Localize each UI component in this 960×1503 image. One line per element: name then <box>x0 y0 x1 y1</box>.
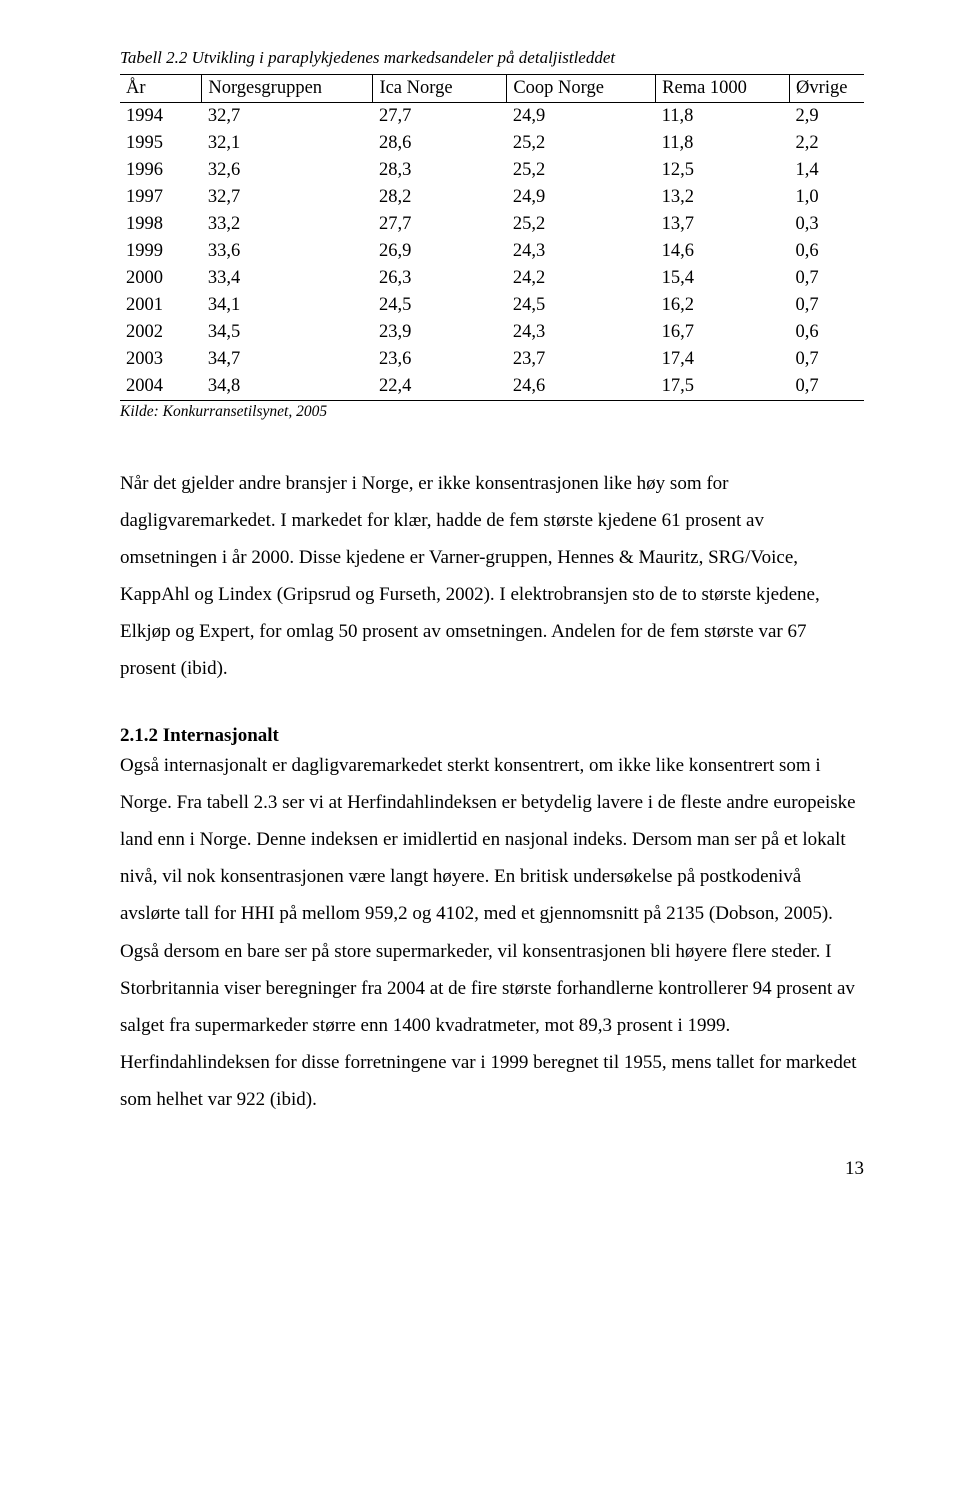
table-cell: 33,2 <box>202 211 373 238</box>
table-cell: 34,8 <box>202 373 373 401</box>
table-row: 200434,822,424,617,50,7 <box>120 373 864 401</box>
table-cell: 24,6 <box>507 373 656 401</box>
table-cell: 1,0 <box>790 184 864 211</box>
table-row: 199632,628,325,212,51,4 <box>120 157 864 184</box>
table-cell: 1998 <box>120 211 202 238</box>
table-cell: 0,3 <box>790 211 864 238</box>
table-cell: 23,7 <box>507 346 656 373</box>
table-cell: 11,8 <box>656 130 790 157</box>
page-number: 13 <box>120 1158 864 1180</box>
section-heading: 2.1.2 Internasjonalt <box>120 725 864 747</box>
table-cell: 1994 <box>120 103 202 131</box>
table-header-row: År Norgesgruppen Ica Norge Coop Norge Re… <box>120 75 864 103</box>
table-cell: 34,7 <box>202 346 373 373</box>
table-row: 199532,128,625,211,82,2 <box>120 130 864 157</box>
table-cell: 2001 <box>120 292 202 319</box>
table-cell: 27,7 <box>373 211 507 238</box>
table-cell: 16,2 <box>656 292 790 319</box>
table-cell: 1996 <box>120 157 202 184</box>
table-row: 199432,727,724,911,82,9 <box>120 103 864 131</box>
table-cell: 0,6 <box>790 238 864 265</box>
table-cell: 13,7 <box>656 211 790 238</box>
table-cell: 25,2 <box>507 211 656 238</box>
paragraph-2: Også internasjonalt er dagligvaremarkede… <box>120 747 864 1117</box>
table-cell: 32,7 <box>202 184 373 211</box>
table-cell: 22,4 <box>373 373 507 401</box>
table-cell: 25,2 <box>507 157 656 184</box>
table-row: 200134,124,524,516,20,7 <box>120 292 864 319</box>
table-cell: 14,6 <box>656 238 790 265</box>
table-cell: 27,7 <box>373 103 507 131</box>
table-cell: 28,3 <box>373 157 507 184</box>
table-row: 199732,728,224,913,21,0 <box>120 184 864 211</box>
table-cell: 16,7 <box>656 319 790 346</box>
col-year: År <box>120 75 202 103</box>
table-cell: 17,4 <box>656 346 790 373</box>
table-cell: 17,5 <box>656 373 790 401</box>
table-row: 200234,523,924,316,70,6 <box>120 319 864 346</box>
table-cell: 12,5 <box>656 157 790 184</box>
table-cell: 2003 <box>120 346 202 373</box>
table-cell: 32,7 <box>202 103 373 131</box>
table-cell: 23,6 <box>373 346 507 373</box>
table-cell: 0,7 <box>790 265 864 292</box>
col-ica: Ica Norge <box>373 75 507 103</box>
table-cell: 24,5 <box>507 292 656 319</box>
table-cell: 33,4 <box>202 265 373 292</box>
table-cell: 1995 <box>120 130 202 157</box>
table-cell: 26,3 <box>373 265 507 292</box>
table-cell: 2,2 <box>790 130 864 157</box>
table-cell: 34,5 <box>202 319 373 346</box>
col-norgesgruppen: Norgesgruppen <box>202 75 373 103</box>
market-share-table: År Norgesgruppen Ica Norge Coop Norge Re… <box>120 74 864 401</box>
col-ovrige: Øvrige <box>790 75 864 103</box>
table-cell: 28,6 <box>373 130 507 157</box>
table-cell: 32,6 <box>202 157 373 184</box>
table-cell: 28,2 <box>373 184 507 211</box>
table-cell: 24,9 <box>507 103 656 131</box>
col-rema: Rema 1000 <box>656 75 790 103</box>
table-cell: 1,4 <box>790 157 864 184</box>
col-coop: Coop Norge <box>507 75 656 103</box>
table-row: 199833,227,725,213,70,3 <box>120 211 864 238</box>
table-cell: 25,2 <box>507 130 656 157</box>
table-row: 199933,626,924,314,60,6 <box>120 238 864 265</box>
table-cell: 2004 <box>120 373 202 401</box>
table-cell: 32,1 <box>202 130 373 157</box>
paragraph-1: Når det gjelder andre bransjer i Norge, … <box>120 465 864 687</box>
table-caption: Tabell 2.2 Utvikling i paraplykjedenes m… <box>120 48 864 68</box>
table-cell: 23,9 <box>373 319 507 346</box>
table-cell: 2000 <box>120 265 202 292</box>
table-cell: 0,7 <box>790 373 864 401</box>
table-cell: 13,2 <box>656 184 790 211</box>
table-cell: 24,9 <box>507 184 656 211</box>
table-cell: 24,2 <box>507 265 656 292</box>
table-cell: 11,8 <box>656 103 790 131</box>
table-row: 200033,426,324,215,40,7 <box>120 265 864 292</box>
table-cell: 26,9 <box>373 238 507 265</box>
table-cell: 24,3 <box>507 238 656 265</box>
table-cell: 33,6 <box>202 238 373 265</box>
table-cell: 1997 <box>120 184 202 211</box>
table-cell: 0,6 <box>790 319 864 346</box>
table-source: Kilde: Konkurransetilsynet, 2005 <box>120 403 864 421</box>
table-row: 200334,723,623,717,40,7 <box>120 346 864 373</box>
table-cell: 0,7 <box>790 292 864 319</box>
table-cell: 2002 <box>120 319 202 346</box>
table-cell: 0,7 <box>790 346 864 373</box>
table-cell: 15,4 <box>656 265 790 292</box>
table-cell: 34,1 <box>202 292 373 319</box>
table-cell: 2,9 <box>790 103 864 131</box>
table-cell: 24,5 <box>373 292 507 319</box>
table-cell: 24,3 <box>507 319 656 346</box>
table-cell: 1999 <box>120 238 202 265</box>
